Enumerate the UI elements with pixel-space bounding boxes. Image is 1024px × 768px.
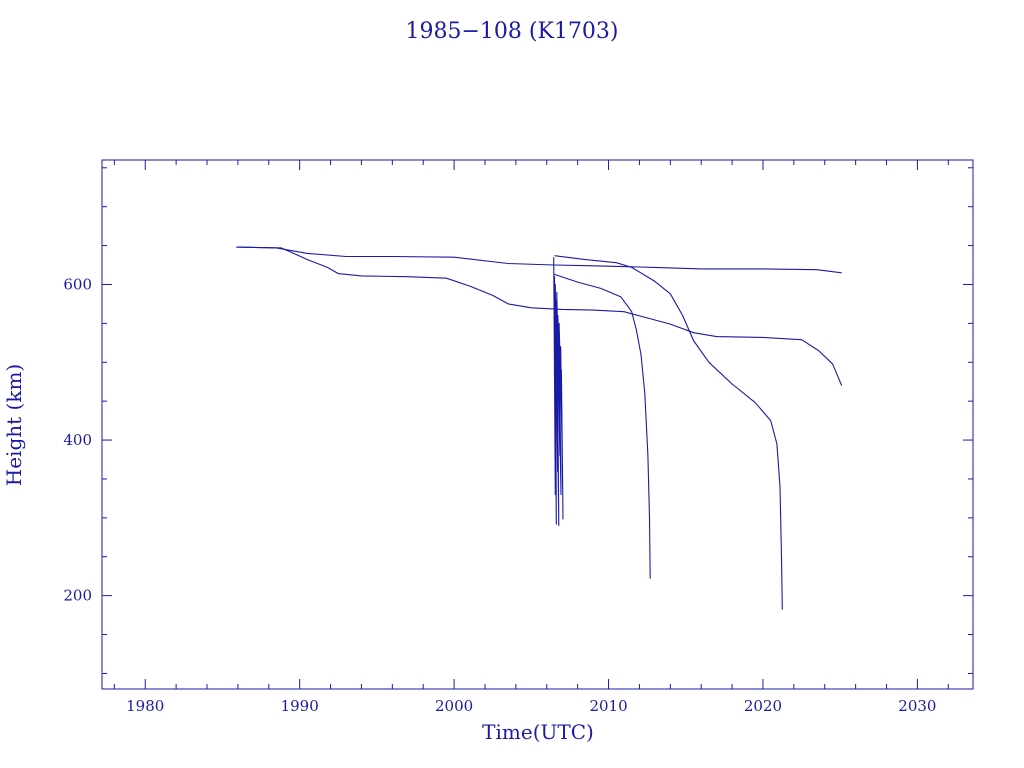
- y-tick-label: 200: [63, 587, 92, 605]
- y-axis-label: Height (km): [2, 364, 26, 486]
- x-tick-label: 2020: [744, 697, 782, 715]
- series-line-3: [554, 273, 651, 579]
- x-tick-labels: 1980 1990 2000 2010 2020 2030: [126, 697, 936, 715]
- series-line-5: [553, 257, 564, 527]
- x-tick-label: 2030: [898, 697, 936, 715]
- series-line-4: [554, 255, 783, 610]
- y-tick-label: 600: [63, 275, 92, 293]
- y-tick-label: 400: [63, 431, 92, 449]
- axis-ticks: [102, 160, 973, 689]
- x-tick-label: 1990: [281, 697, 319, 715]
- plot-frame: [101, 159, 974, 690]
- x-tick-label: 1980: [126, 697, 164, 715]
- x-axis-label: Time(UTC): [482, 720, 594, 744]
- series-group: [236, 246, 843, 610]
- x-tick-label: 2000: [435, 697, 473, 715]
- series-line-1: [236, 246, 842, 274]
- series-line-2: [236, 246, 843, 386]
- y-tick-labels: 200 400 600: [63, 275, 92, 604]
- x-tick-label: 2010: [589, 697, 627, 715]
- chart-title: 1985−108 (K1703): [406, 19, 619, 44]
